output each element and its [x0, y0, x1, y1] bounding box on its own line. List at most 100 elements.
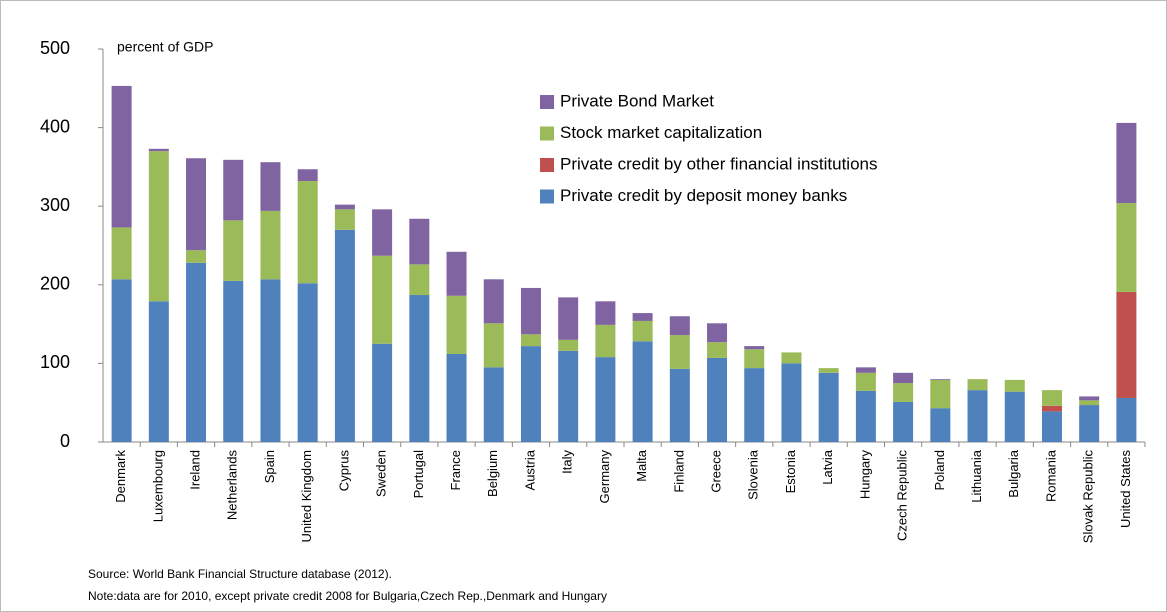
- legend-swatch: [540, 189, 554, 204]
- bar-segment: [520, 334, 541, 347]
- x-tick-label: Cyprus: [336, 450, 351, 492]
- x-tick-label: Sweden: [374, 450, 389, 497]
- bar-segment: [148, 301, 169, 442]
- x-tick-label: Netherlands: [225, 450, 240, 521]
- bar-segment: [111, 85, 132, 228]
- x-tick-label: Estonia: [783, 449, 798, 493]
- bar-segment: [446, 353, 467, 442]
- bar-segment: [483, 367, 504, 442]
- x-tick-label: Denmark: [113, 450, 128, 503]
- bar-segment: [632, 320, 653, 342]
- bar-segment: [781, 352, 802, 364]
- y-tick-label: 300: [40, 195, 70, 215]
- bar-segment: [893, 383, 914, 402]
- x-tick-label: Slovenia: [746, 449, 761, 500]
- x-tick-label: Luxembourg: [150, 450, 165, 522]
- bar-segment: [781, 363, 802, 442]
- bar-segment: [372, 209, 393, 256]
- bar-segment: [372, 343, 393, 442]
- bar-segment: [260, 279, 281, 442]
- bar-segment: [111, 227, 132, 280]
- bar-segment: [446, 295, 467, 354]
- bar-segment: [223, 159, 244, 221]
- x-tick-label: Greece: [708, 450, 723, 493]
- bar-segment: [1041, 405, 1062, 412]
- x-tick-label: United Kingdom: [299, 450, 314, 543]
- x-tick-label: Poland: [932, 450, 947, 490]
- bar-segment: [1079, 400, 1100, 406]
- y-tick-label: 0: [60, 431, 70, 451]
- legend-label: Private credit by other financial instit…: [560, 154, 878, 173]
- legend-label: Private Bond Market: [560, 91, 714, 110]
- legend-swatch: [540, 95, 554, 109]
- bar-segment: [372, 255, 393, 344]
- x-tick-label: Bulgaria: [1006, 449, 1021, 497]
- bar-segment: [520, 287, 541, 335]
- bar-segment: [297, 169, 318, 182]
- bar-segment: [1079, 396, 1100, 401]
- bar-segment: [818, 368, 839, 373]
- legend-swatch: [540, 126, 554, 141]
- x-tick-label: Slovak Republic: [1081, 450, 1096, 544]
- x-tick-label: Czech Republic: [895, 450, 910, 542]
- bar-segment: [334, 229, 355, 442]
- bar-segment: [930, 379, 951, 380]
- y-tick-label: 100: [40, 352, 70, 372]
- legend-label: Stock market capitalization: [560, 123, 762, 142]
- bar-segment: [260, 162, 281, 211]
- bar-segment: [1004, 391, 1025, 442]
- x-tick-label: Lithuania: [969, 449, 984, 503]
- bar-segment: [595, 324, 616, 358]
- bar-segment: [855, 390, 876, 442]
- bar-segment: [148, 148, 169, 152]
- bar-segment: [632, 313, 653, 321]
- bar-segment: [967, 390, 988, 442]
- bar-segment: [111, 279, 132, 442]
- bar-segment: [744, 368, 765, 442]
- bar-segment: [1116, 203, 1137, 292]
- x-tick-label: Portugal: [411, 450, 426, 499]
- bar-segment: [669, 335, 690, 369]
- bar-segment: [707, 323, 728, 343]
- bar-segment: [707, 342, 728, 358]
- annotation: percent of GDP: [117, 39, 214, 55]
- bar-segment: [1079, 405, 1100, 442]
- bar-segment: [669, 316, 690, 336]
- source: Source: World Bank Financial Structure d…: [88, 567, 392, 581]
- bar-segment: [632, 341, 653, 442]
- bar-segment: [669, 368, 690, 442]
- bar-segment: [186, 250, 207, 263]
- note: Note:data are for 2010, except private c…: [88, 589, 607, 603]
- bar-segment: [595, 357, 616, 442]
- x-tick-label: Romania: [1043, 449, 1058, 502]
- bar-segment: [1041, 390, 1062, 406]
- bar-segment: [558, 350, 579, 442]
- bar-segment: [409, 295, 430, 442]
- x-tick-label: France: [448, 450, 463, 490]
- bar-segment: [707, 357, 728, 442]
- x-tick-label: Germany: [597, 450, 612, 504]
- bar-segment: [855, 367, 876, 373]
- bar-segment: [520, 346, 541, 442]
- x-tick-label: Ireland: [187, 450, 202, 490]
- bar-segment: [409, 218, 430, 265]
- bar-segment: [558, 339, 579, 351]
- x-tick-label: Malta: [634, 449, 649, 482]
- x-tick-label: Latvia: [820, 449, 835, 484]
- bar-segment: [595, 301, 616, 325]
- bar-segment: [260, 210, 281, 280]
- bar-segment: [483, 323, 504, 368]
- bar-segment: [446, 251, 467, 296]
- bar-segment: [893, 372, 914, 384]
- bar-segment: [930, 408, 951, 442]
- bar-segment: [967, 379, 988, 391]
- bar-segment: [409, 264, 430, 296]
- bar-segment: [1116, 291, 1137, 398]
- bar-segment: [893, 401, 914, 442]
- bar-segment: [297, 181, 318, 284]
- bar-segment: [855, 372, 876, 391]
- bar-segment: [930, 379, 951, 409]
- bar-segment: [1116, 397, 1137, 442]
- bar-segment: [1004, 379, 1025, 392]
